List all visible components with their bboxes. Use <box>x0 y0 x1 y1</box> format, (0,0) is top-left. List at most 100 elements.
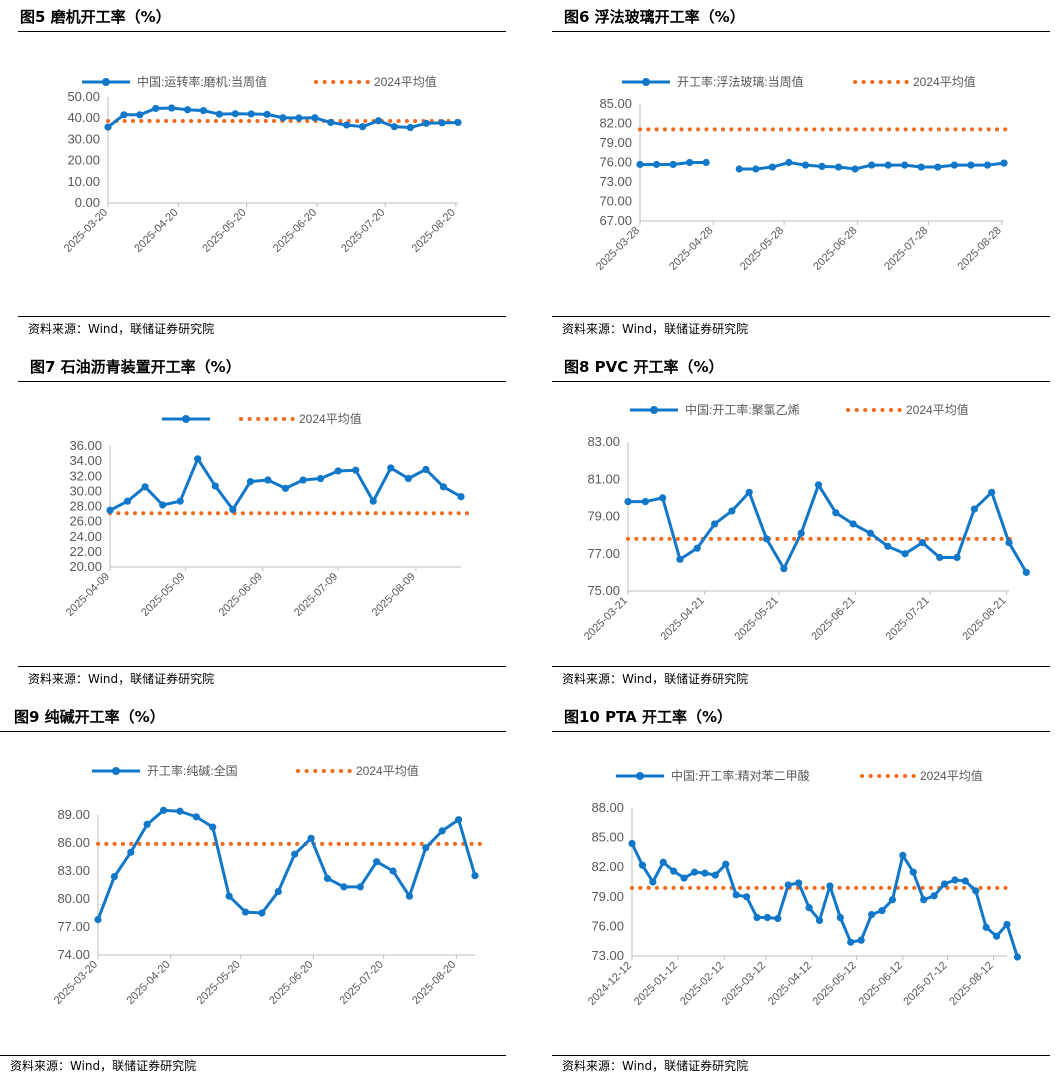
data-point <box>857 936 865 944</box>
data-point <box>728 507 736 515</box>
data-point <box>264 476 272 484</box>
data-point <box>94 915 102 924</box>
data-point <box>753 913 761 922</box>
figure-panel-fig7: 图7 石油沥青装置开工率（%） 20.00 22.00 24.00 26.00 28.0… <box>18 350 506 690</box>
data-point <box>669 160 677 169</box>
data-point <box>950 161 958 169</box>
y-tick-label: 86.00 <box>57 835 90 850</box>
data-point <box>934 163 942 171</box>
line-chart-fig8: 75.00 77.00 79.00 81.00 83.00 2025-03-21 2025-… <box>582 402 1030 643</box>
data-point <box>406 123 414 132</box>
x-tick-label: 2025-04-12 <box>766 960 814 1008</box>
data-point <box>1013 953 1022 961</box>
data-point <box>690 868 699 876</box>
data-point <box>279 114 287 122</box>
x-tick-label: 2025-07-20 <box>338 959 386 1007</box>
data-point <box>818 162 826 170</box>
data-point <box>774 914 782 923</box>
data-point <box>263 110 271 118</box>
series-line <box>630 842 1019 958</box>
x-tick-label: 2025-06-28 <box>811 225 859 273</box>
data-point <box>438 827 446 835</box>
figure-panel-fig9: 图9 纯碱开工率（%） 74.00 77.00 80.00 83.00 86.00 89.… <box>0 700 506 1078</box>
line-chart-fig5: 0.00 10.00 20.00 30.00 40.00 50.00 2025-03-20 2… <box>62 74 466 255</box>
y-tick-label: 79.00 <box>591 889 624 904</box>
data-point <box>638 861 647 869</box>
figure-panel-fig5: 图5 磨机开工率（%） 0.00 10.00 20.00 30.00 40.00 50.0… <box>18 0 506 342</box>
source-rule <box>552 316 1050 317</box>
y-tick-label: 88.00 <box>591 800 624 815</box>
data-point <box>982 923 990 931</box>
data-point <box>327 118 335 127</box>
x-tick-label: 2025-06-20 <box>267 959 315 1007</box>
data-point <box>866 529 875 537</box>
data-point <box>797 529 805 537</box>
data-point <box>735 165 743 173</box>
y-tick-label: 77.00 <box>57 919 90 934</box>
data-point <box>471 872 479 880</box>
data-point <box>358 123 367 131</box>
series-line <box>96 808 477 921</box>
y-tick-label: 24.00 <box>69 529 102 544</box>
data-point <box>422 844 430 852</box>
data-point <box>836 913 844 922</box>
y-tick-label: 73.00 <box>599 174 632 189</box>
data-point <box>752 165 760 173</box>
line-chart-fig7: 20.0022.0024.0026.0028.0030.0032.0034.00… <box>64 411 469 619</box>
data-point <box>649 878 657 886</box>
x-tick-label: 2025-03-12 <box>720 960 768 1008</box>
data-point <box>340 883 348 891</box>
title-rule <box>552 731 1050 732</box>
data-point <box>849 520 857 528</box>
y-tick-label: 28.00 <box>69 499 102 514</box>
data-point <box>454 118 462 127</box>
x-tick-label: 2025-06-12 <box>857 960 905 1008</box>
data-point <box>918 538 927 547</box>
legend-series-marker <box>112 767 120 775</box>
x-tick-label: 2025-05-20 <box>195 959 243 1007</box>
data-point <box>784 881 792 889</box>
data-point <box>1005 538 1013 547</box>
data-point <box>763 913 772 922</box>
source-note: 资料来源：Wind，联储证券研究院 <box>562 1059 749 1073</box>
data-point <box>901 161 909 169</box>
source-rule <box>552 1055 1050 1056</box>
x-tick-label: 2025-08-21 <box>960 595 1008 643</box>
y-tick-label: 76.00 <box>591 918 624 933</box>
data-point <box>123 497 132 505</box>
x-tick-label: 2025-06-21 <box>809 595 857 643</box>
data-point <box>229 505 237 514</box>
data-point <box>291 850 299 858</box>
source-rule <box>18 666 506 667</box>
legend-series-marker <box>650 406 658 414</box>
data-point <box>953 553 961 562</box>
y-tick-label: 85.00 <box>591 830 624 845</box>
data-point <box>676 555 684 563</box>
data-point <box>899 851 907 859</box>
y-tick-label: 73.00 <box>591 948 624 963</box>
title-rule <box>552 381 1050 382</box>
x-tick-label: 2025-03-28 <box>594 225 642 273</box>
data-point <box>241 908 250 916</box>
data-point <box>405 892 414 900</box>
x-tick-label: 2024-12-12 <box>586 960 634 1008</box>
x-tick-label: 2025-03-20 <box>52 959 100 1007</box>
source-note: 资料来源：Wind，联储证券研究院 <box>562 672 749 686</box>
data-point <box>851 165 859 173</box>
data-point <box>795 879 803 887</box>
x-tick-label: 2025-05-28 <box>738 225 786 273</box>
data-point <box>970 505 978 513</box>
legend-avg-label: 2024平均值 <box>356 763 419 778</box>
legend-series-label: 开工率:浮法玻璃:当周值 <box>677 74 804 89</box>
x-tick-label: 2025-05-20 <box>200 207 248 255</box>
y-tick-label: 30.00 <box>67 131 100 146</box>
y-tick-label: 34.00 <box>69 453 102 468</box>
y-tick-label: 80.00 <box>57 891 90 906</box>
data-point <box>909 868 917 876</box>
data-point <box>136 111 144 119</box>
figure-panel-fig8: 图8 PVC 开工率（%） 75.00 77.00 79.00 81.00 83.00 2… <box>552 350 1050 690</box>
legend-avg-label: 2024平均值 <box>374 74 437 89</box>
data-point <box>711 871 719 879</box>
data-point <box>334 467 342 475</box>
data-point <box>992 932 1001 940</box>
